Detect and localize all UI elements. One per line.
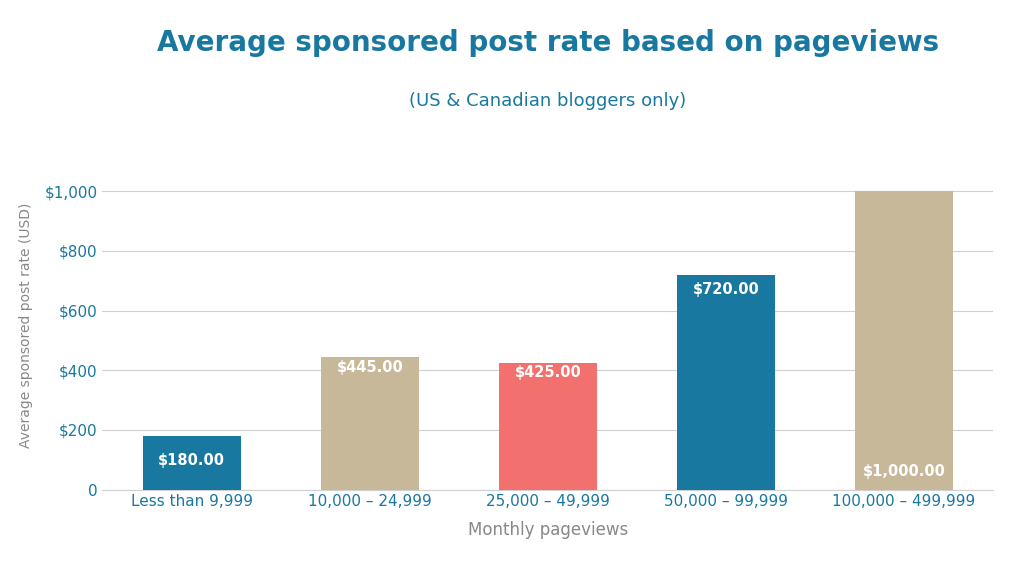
Text: $720.00: $720.00 — [692, 282, 759, 297]
Bar — [677, 275, 775, 490]
Text: (US & Canadian bloggers only): (US & Canadian bloggers only) — [410, 92, 686, 110]
Text: $180.00: $180.00 — [159, 453, 225, 468]
X-axis label: Monthly pageviews: Monthly pageviews — [468, 521, 628, 539]
Bar — [321, 357, 419, 490]
Bar — [143, 436, 241, 490]
Text: Average sponsored post rate based on pageviews: Average sponsored post rate based on pag… — [157, 29, 939, 57]
Text: $445.00: $445.00 — [337, 360, 403, 375]
Text: $1,000.00: $1,000.00 — [862, 464, 945, 479]
Y-axis label: Average sponsored post rate (USD): Average sponsored post rate (USD) — [19, 203, 34, 448]
Bar — [855, 191, 952, 490]
Text: $425.00: $425.00 — [514, 365, 582, 380]
Bar — [499, 363, 597, 490]
